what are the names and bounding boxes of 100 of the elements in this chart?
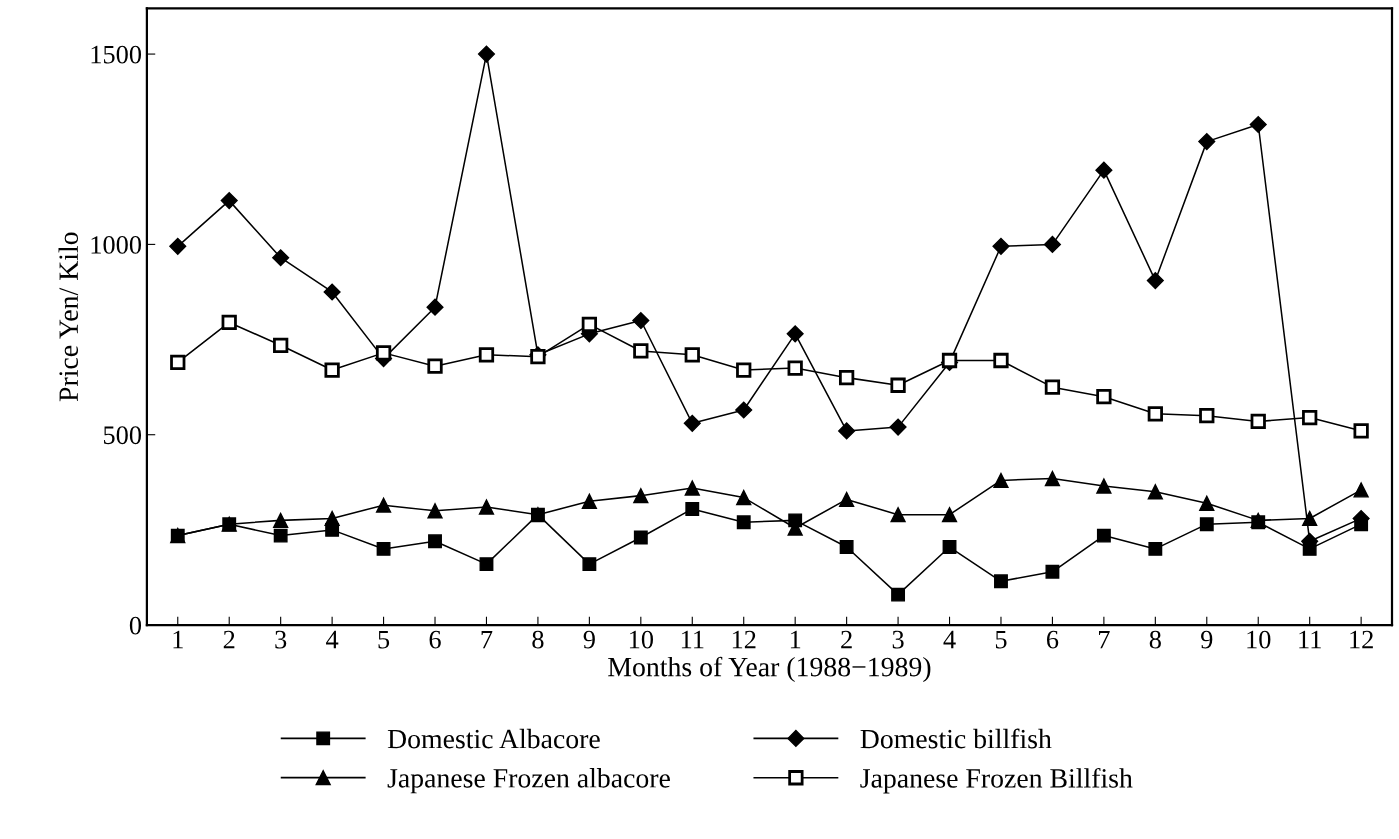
x-tick-label: 8 [532,630,544,649]
point [787,360,803,376]
point [941,507,958,523]
point [170,354,186,371]
point [890,507,906,523]
point [838,491,855,508]
point [838,369,855,386]
legend-label: Japanese Frozen Billfish [860,767,1133,794]
point [1148,541,1163,556]
point [1147,484,1163,500]
point [993,472,1009,489]
point [992,237,1010,255]
x-tick-label: 7 [481,630,493,649]
point [735,401,753,419]
point [428,534,442,549]
point [786,325,804,343]
x-tick-label: 1 [173,630,183,649]
x-tick-label: 3 [275,630,287,649]
point [839,540,854,554]
point [684,347,700,363]
point [427,358,443,374]
point [1353,423,1369,439]
point [1095,161,1113,179]
x-tick-label: 10 [629,630,654,649]
point [632,311,650,330]
point [891,587,906,602]
x-tick-label: 8 [1149,630,1161,649]
point [1302,510,1318,527]
point [1353,482,1369,498]
x-tick-label: 12 [732,630,756,649]
point [1199,495,1215,511]
point [273,337,289,353]
point [1045,564,1060,579]
point [889,418,907,436]
point [942,540,957,554]
legend-label: Domestic billfish [860,728,1052,749]
point [685,502,700,516]
point [1199,517,1214,532]
legend-label: Domestic Albacore [387,728,600,749]
point [993,352,1009,369]
point [581,316,598,332]
point [1249,115,1267,134]
point [1096,528,1111,543]
x-tick-label: 10 [1247,630,1271,649]
point [838,422,856,440]
point [684,480,700,496]
point [426,298,444,316]
x-tick-label: 9 [1201,630,1213,649]
point [427,503,443,519]
point [477,45,496,63]
point [221,314,237,331]
x-tick-label: 2 [841,630,852,649]
point [633,343,649,359]
legend-label: Japanese Frozen albacore [387,768,670,794]
point [220,192,238,210]
point [375,345,392,361]
point [1043,235,1061,253]
point [1250,413,1266,430]
point [736,489,752,506]
point [1044,470,1061,487]
x-tick-label: 6 [429,630,441,649]
x-tick-label: 3 [892,630,904,649]
point [1096,389,1112,405]
x-tick-label: 4 [943,630,956,649]
x-tick-label: 1 [790,630,801,649]
x-tick-label: 12 [1350,630,1373,649]
point [273,528,288,543]
point [273,512,289,529]
x-tick-label: 11 [1299,630,1321,649]
point [633,487,649,504]
point [1302,409,1318,426]
x-axis-title: Months of Year (1988−1989) [608,656,931,683]
point [582,557,597,572]
point [478,347,495,363]
point [324,510,340,527]
point [1147,406,1163,422]
point [890,377,906,393]
x-tick-label: 11 [681,630,704,649]
x-tick-label: 2 [223,630,235,649]
point [375,497,392,513]
point [530,349,546,365]
point [581,493,598,509]
x-tick-label: 6 [1046,630,1059,649]
point [479,557,494,572]
y-tick-label: 1500 [91,45,142,64]
point [736,362,752,378]
point [1198,133,1216,151]
point [323,283,341,301]
x-tick-label: 5 [995,630,1007,649]
point [478,499,495,515]
y-tick-label: 1000 [91,236,142,254]
point [736,515,751,530]
point [272,249,290,267]
point [1199,408,1215,424]
y-tick-label: 0 [129,616,142,635]
point [376,541,391,556]
point [1096,478,1112,494]
point [1044,379,1061,395]
y-tick-label: 500 [103,426,142,445]
x-tick-label: 5 [378,630,390,649]
